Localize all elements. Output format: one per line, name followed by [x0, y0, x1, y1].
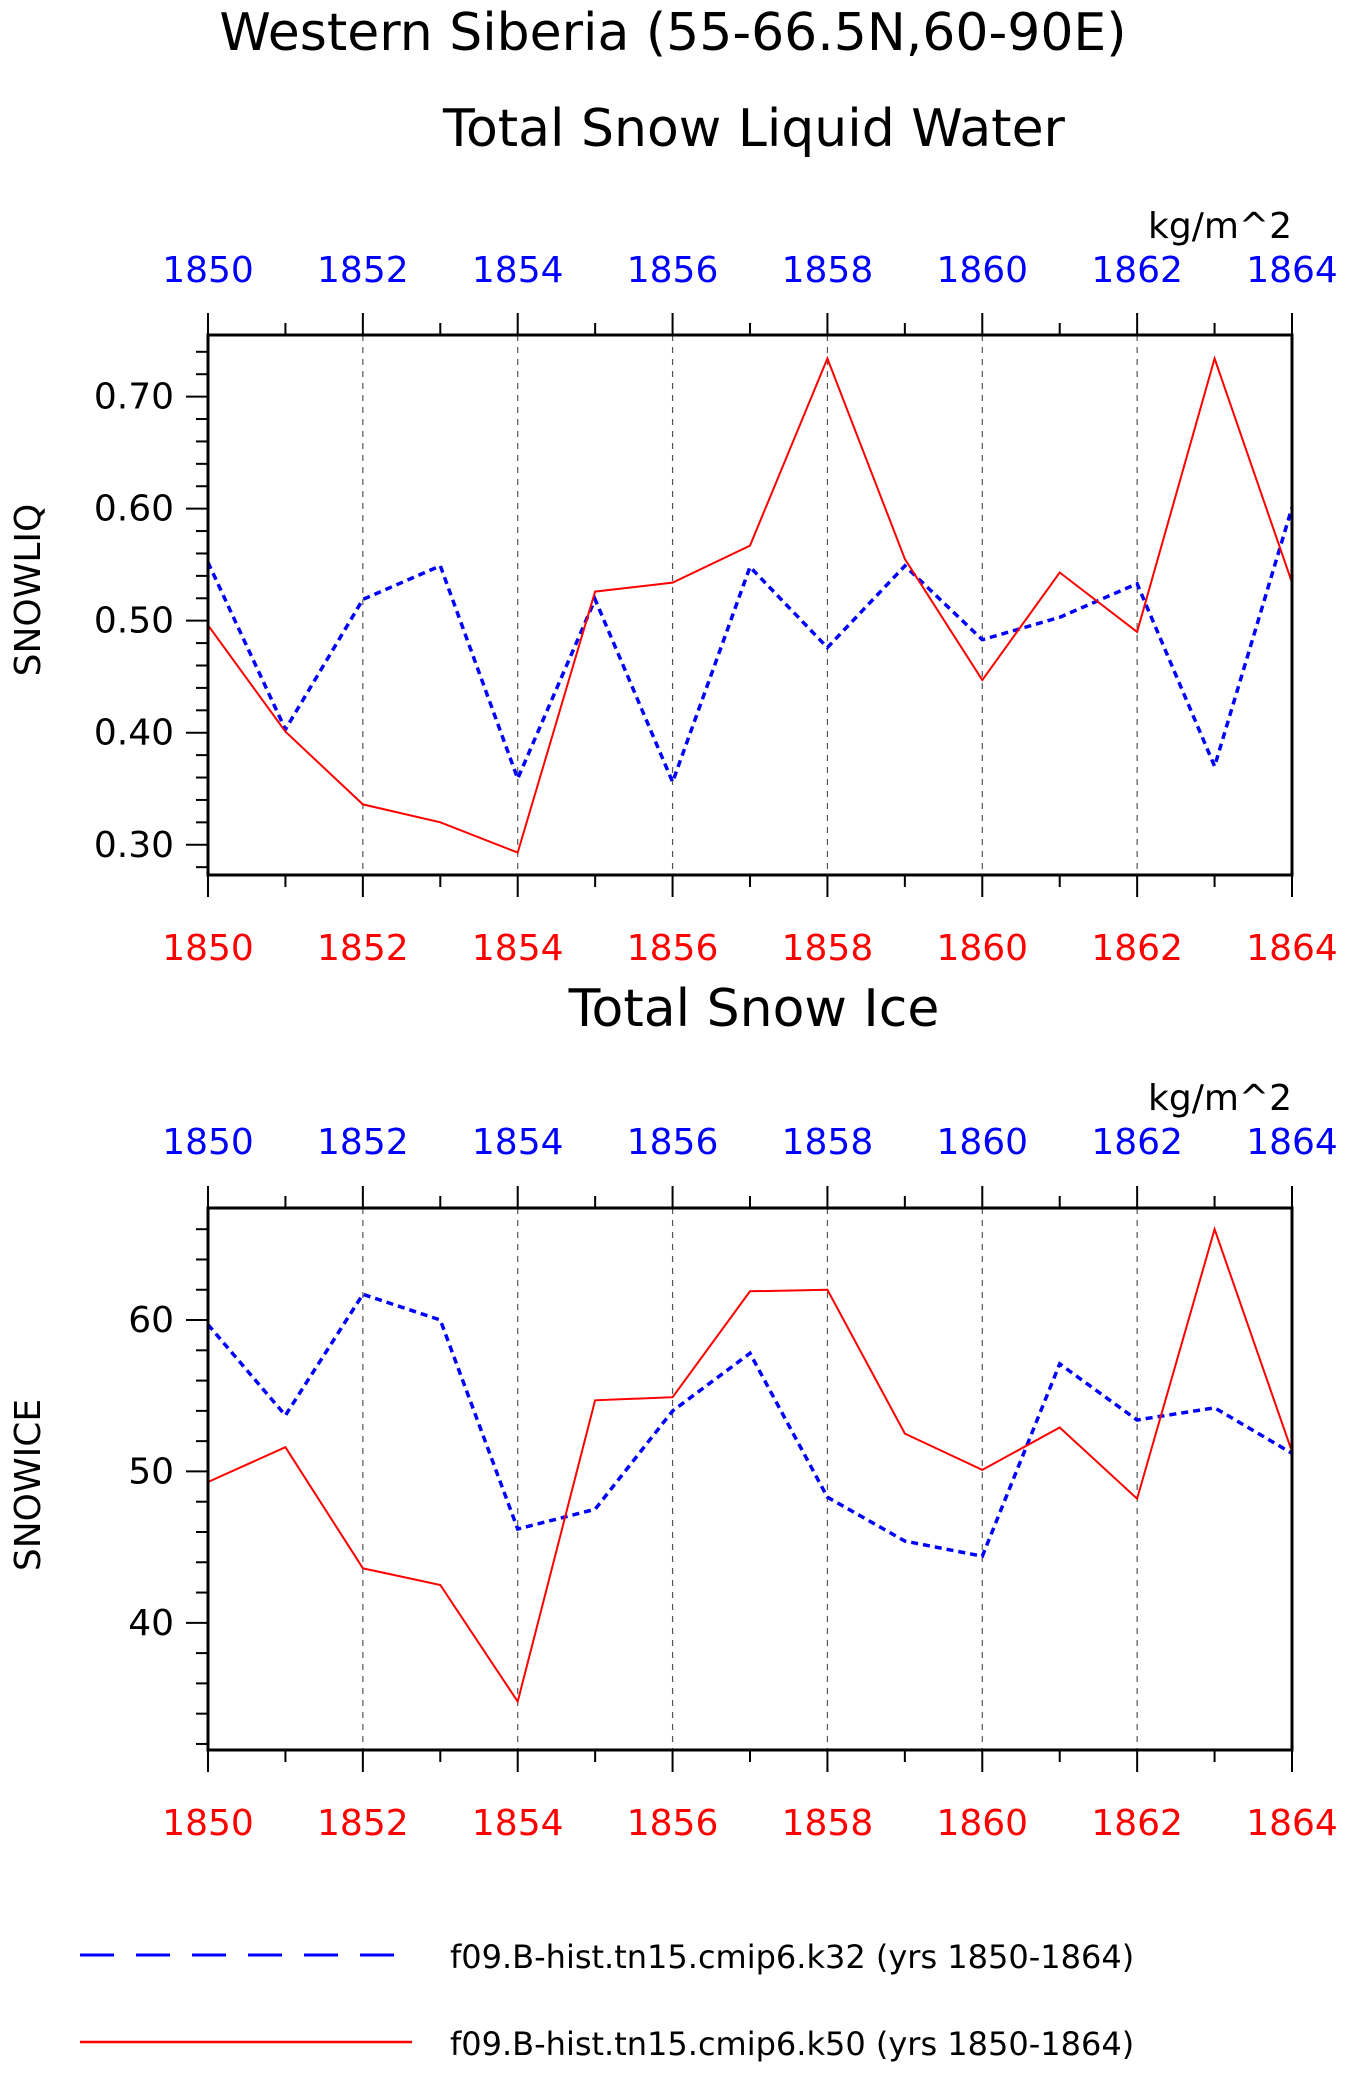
series-line-k50	[207, 1225, 1293, 1705]
top-tick-label: 1860	[936, 1122, 1028, 1163]
units-label: kg/m^2	[1148, 206, 1292, 247]
top-tick-label: 1864	[1246, 1122, 1338, 1163]
legend-label-k50: f09.B-hist.tn15.cmip6.k50 (yrs 1850-1864…	[450, 2025, 1134, 2063]
top-tick-label: 1854	[472, 1122, 564, 1163]
legend: f09.B-hist.tn15.cmip6.k32 (yrs 1850-1864…	[80, 1938, 1134, 2063]
top-tick-label: 1858	[782, 250, 874, 291]
axis-ticks	[186, 313, 1293, 897]
panel-snowice: Total Snow Ice kg/m^2 1850 1852 1854 1856 18…	[8, 979, 1338, 1844]
top-tick-label: 1852	[317, 250, 409, 291]
bottom-tick-label: 1858	[782, 928, 874, 969]
series-lines	[206, 1225, 1293, 1705]
top-tick-label: 1864	[1246, 250, 1338, 291]
y-tick-labels: 40 50 60	[128, 1300, 174, 1644]
panel-title: Total Snow Liquid Water	[442, 99, 1066, 159]
panel-snowliq: Total Snow Liquid Water kg/m^2 1850 1852 1…	[8, 99, 1338, 969]
y-tick-label: 0.30	[94, 825, 174, 866]
bottom-tick-label: 1858	[782, 1803, 874, 1844]
figure-title: Western Siberia (55-66.5N,60-90E)	[219, 3, 1126, 63]
y-axis-label: SNOWLIQ	[8, 504, 49, 677]
plot-frame	[206, 1206, 1294, 1752]
series-line-k32	[206, 506, 1294, 787]
bottom-tick-label: 1854	[472, 928, 564, 969]
y-axis-label: SNOWICE	[8, 1399, 49, 1571]
axis-ticks	[186, 1186, 1293, 1772]
legend-label-k32: f09.B-hist.tn15.cmip6.k32 (yrs 1850-1864…	[450, 1938, 1134, 1976]
bottom-tick-label: 1850	[162, 1803, 254, 1844]
grid-lines	[362, 335, 1138, 875]
top-tick-label: 1854	[472, 250, 564, 291]
series-line-k50	[207, 355, 1293, 854]
bottom-tick-label: 1856	[627, 928, 719, 969]
bottom-tick-labels: 1850 1852 1854 1856 1858 1860 1862 1864	[162, 1803, 1338, 1844]
bottom-tick-labels: 1850 1852 1854 1856 1858 1860 1862 1864	[162, 928, 1338, 969]
top-tick-label: 1850	[162, 1122, 254, 1163]
bottom-tick-label: 1860	[936, 928, 1028, 969]
bottom-tick-label: 1860	[936, 1803, 1028, 1844]
y-tick-label: 0.70	[94, 377, 174, 418]
y-tick-label: 50	[128, 1451, 174, 1492]
series-line-k32	[206, 1292, 1293, 1559]
top-tick-label: 1862	[1091, 250, 1183, 291]
bottom-tick-label: 1852	[317, 928, 409, 969]
bottom-tick-label: 1862	[1091, 1803, 1183, 1844]
top-tick-label: 1856	[627, 250, 719, 291]
grid-lines	[362, 1208, 1138, 1750]
y-tick-label: 0.50	[94, 601, 174, 642]
bottom-tick-label: 1854	[472, 1803, 564, 1844]
plot-frame	[206, 333, 1294, 877]
y-tick-labels: 0.30 0.40 0.50 0.60 0.70	[94, 377, 174, 866]
y-tick-label: 0.60	[94, 489, 174, 530]
series-lines	[206, 355, 1294, 854]
top-tick-label: 1860	[936, 250, 1028, 291]
bottom-tick-label: 1864	[1246, 928, 1338, 969]
y-tick-label: 40	[128, 1603, 174, 1644]
top-tick-label: 1862	[1091, 1122, 1183, 1163]
panel-title: Total Snow Ice	[568, 979, 940, 1039]
top-tick-labels: 1850 1852 1854 1856 1858 1860 1862 1864	[162, 250, 1338, 291]
bottom-tick-label: 1850	[162, 928, 254, 969]
y-tick-label: 0.40	[94, 713, 174, 754]
top-tick-label: 1850	[162, 250, 254, 291]
bottom-tick-label: 1862	[1091, 928, 1183, 969]
units-label: kg/m^2	[1148, 1078, 1292, 1119]
bottom-tick-label: 1856	[627, 1803, 719, 1844]
top-tick-label: 1852	[317, 1122, 409, 1163]
top-tick-labels: 1850 1852 1854 1856 1858 1860 1862 1864	[162, 1122, 1338, 1163]
y-tick-label: 60	[128, 1300, 174, 1341]
top-tick-label: 1856	[627, 1122, 719, 1163]
bottom-tick-label: 1852	[317, 1803, 409, 1844]
top-tick-label: 1858	[782, 1122, 874, 1163]
bottom-tick-label: 1864	[1246, 1803, 1338, 1844]
